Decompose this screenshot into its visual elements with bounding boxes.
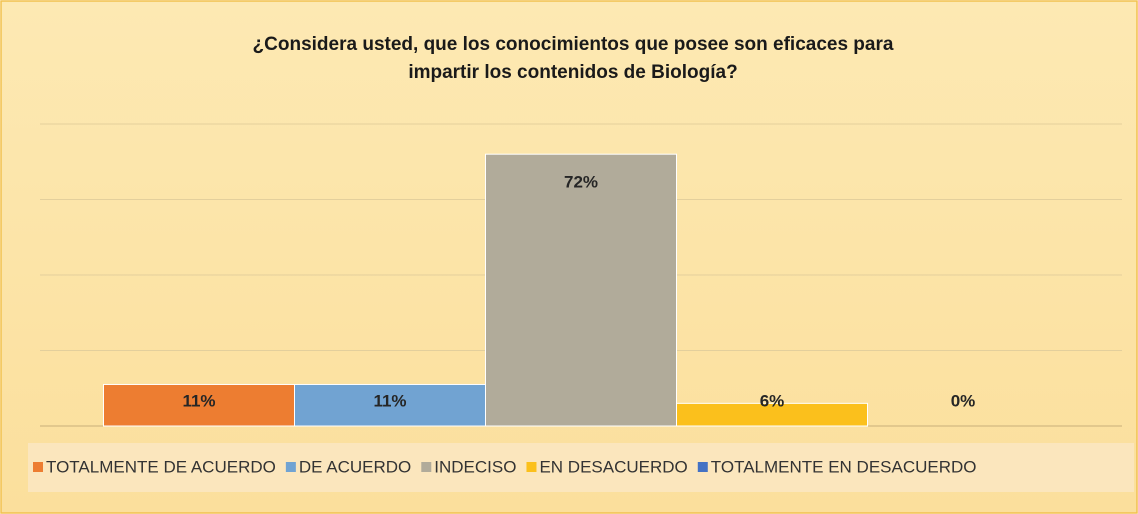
legend-swatch (285, 462, 296, 472)
bar (103, 383, 295, 427)
legend-swatch (33, 462, 43, 472)
legend-label: INDECISO (434, 457, 516, 476)
legend-swatch (421, 462, 432, 472)
data-label: 11% (373, 391, 406, 410)
chart-title: impartir los contenidos de Biología? (408, 62, 737, 83)
bar (676, 402, 868, 427)
legend-label: EN DESACUERDO (539, 457, 687, 476)
data-label: 72% (564, 173, 598, 192)
data-label: 6% (760, 391, 785, 410)
data-label: 0% (951, 391, 976, 410)
data-label: 11% (182, 391, 215, 410)
legend-swatch (526, 462, 537, 472)
bar (485, 153, 677, 427)
legend-background (28, 443, 1134, 492)
legend-label: TOTALMENTE EN DESACUERDO (711, 457, 977, 476)
legend-swatch (697, 462, 708, 472)
legend-label: TOTALMENTE DE ACUERDO (46, 457, 276, 476)
chart-title: ¿Considera usted, que los conocimientos … (253, 34, 894, 55)
legend-label: DE ACUERDO (299, 457, 411, 476)
